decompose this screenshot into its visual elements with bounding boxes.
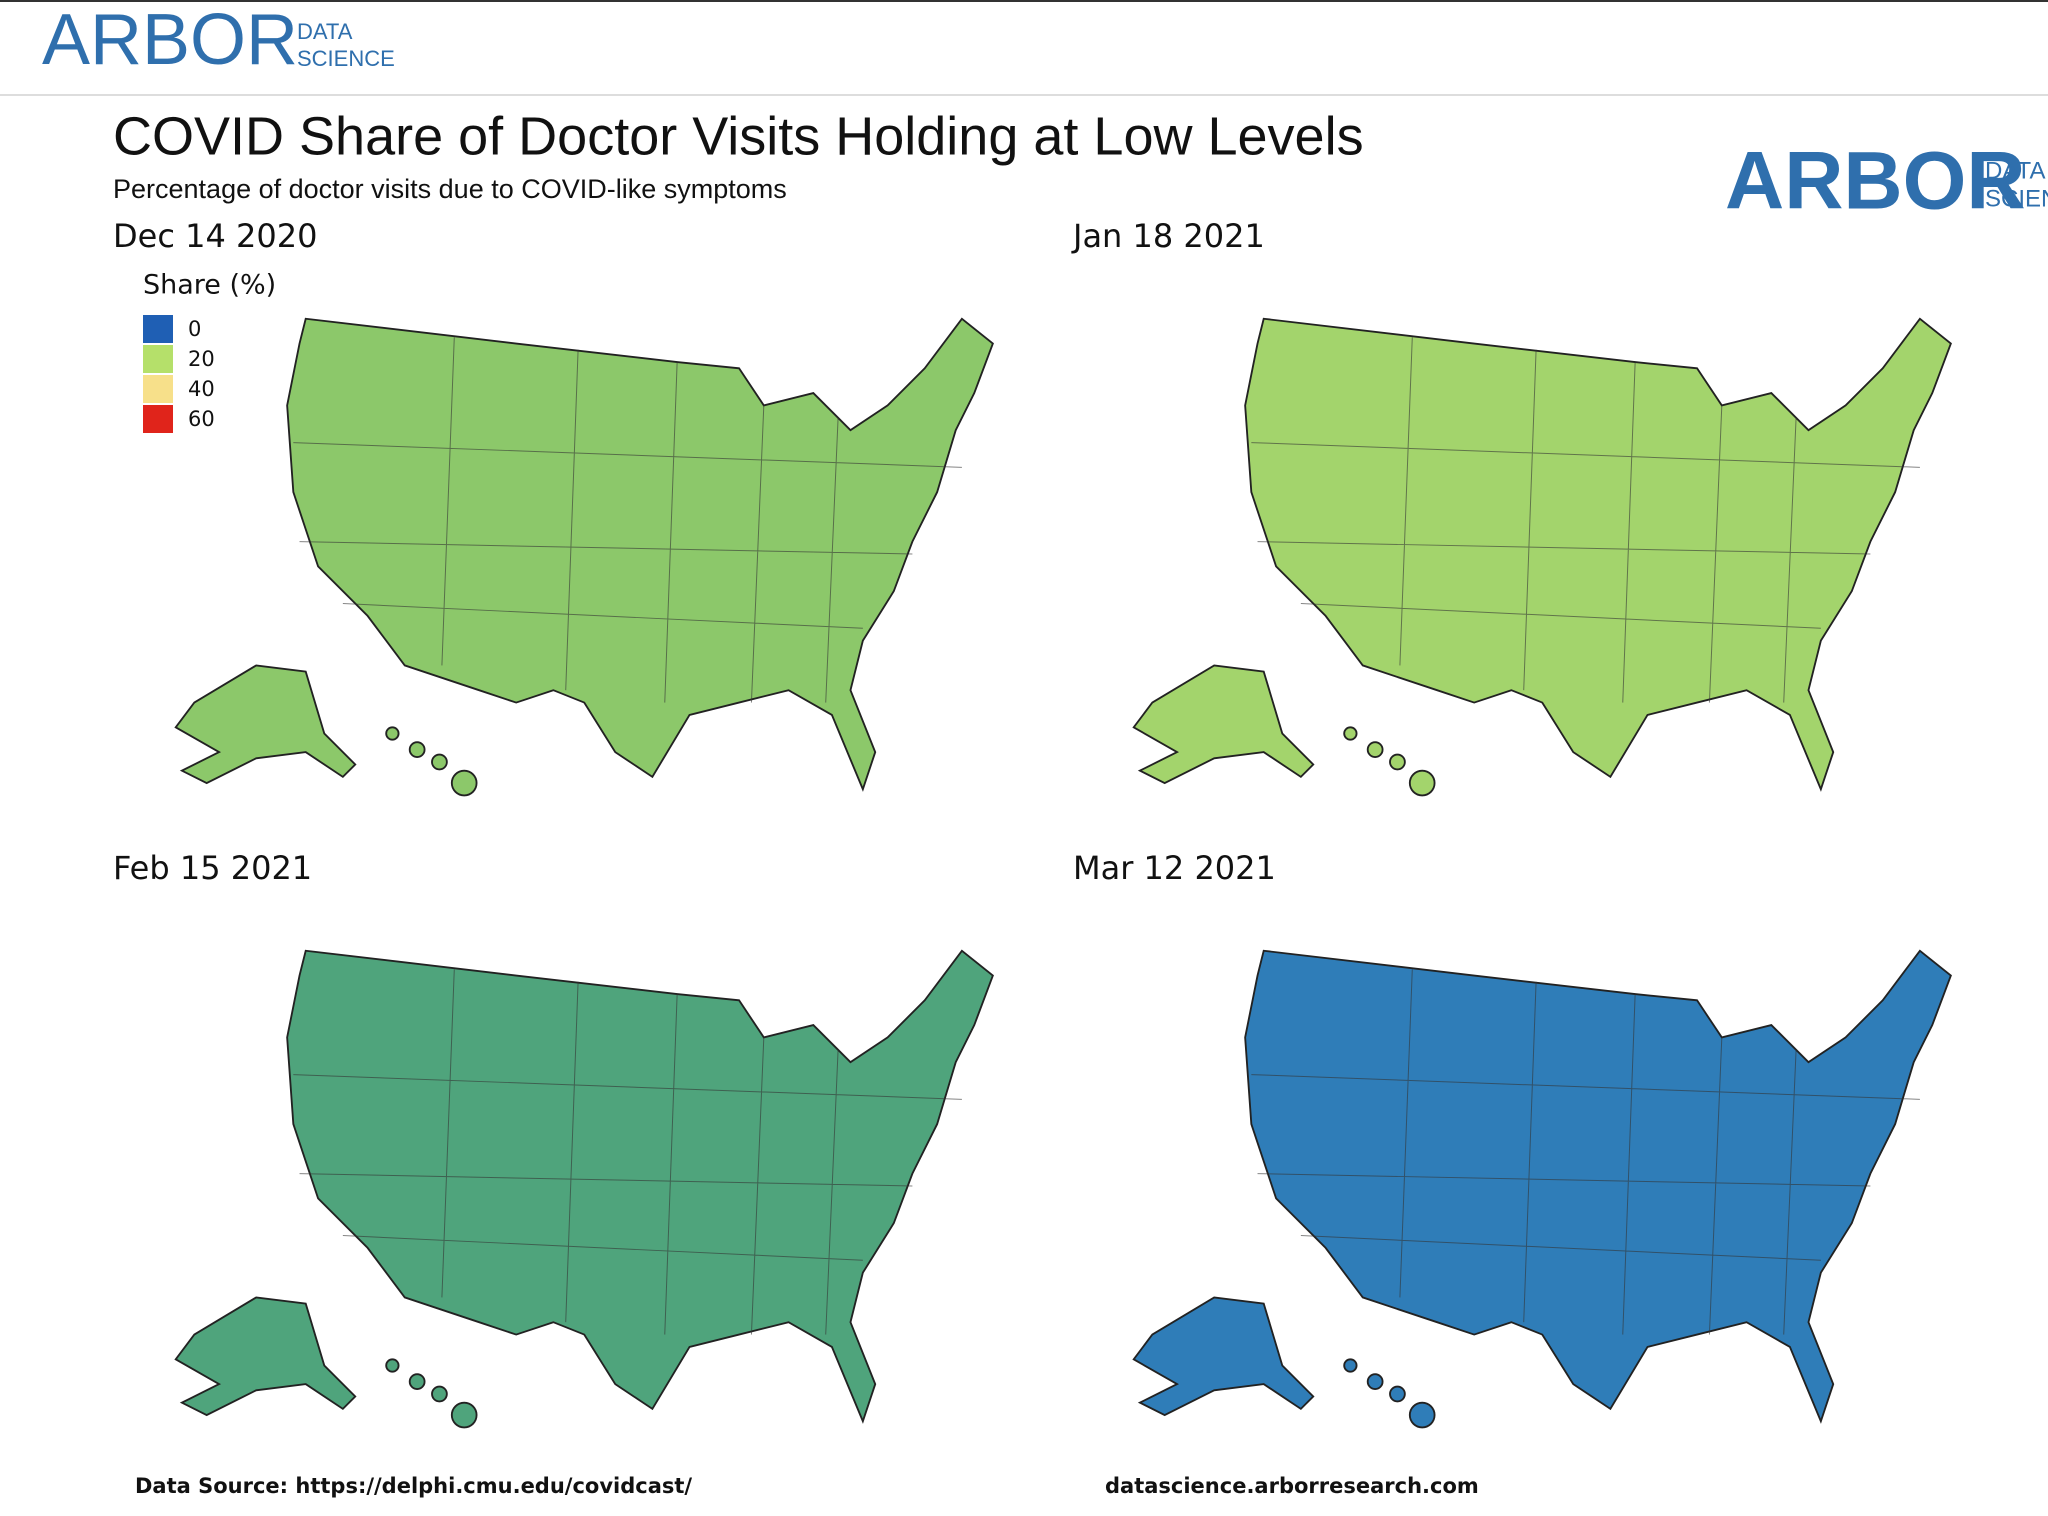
panel-label: Feb 15 2021: [113, 849, 312, 887]
us-map: [174, 317, 994, 797]
panel-label: Mar 12 2021: [1073, 849, 1276, 887]
legend-swatch: [143, 345, 173, 373]
us-map: [174, 949, 994, 1429]
us-map: [1132, 317, 1952, 797]
logo-main: ARBOR: [1725, 136, 2026, 227]
legend-swatch: [143, 375, 173, 403]
legend-swatch: [143, 315, 173, 343]
panel-label: Dec 14 2020: [113, 217, 317, 255]
footer-url: datascience.arborresearch.com: [1105, 1474, 1479, 1498]
legend-tick: 0: [188, 317, 201, 341]
us-map: [1132, 949, 1952, 1429]
logo-sub: DATA: [297, 19, 353, 44]
legend: Share (%) 0 20 40 60: [143, 270, 276, 433]
logo-main: ARBOR: [42, 0, 298, 80]
logo-sub: DATA: [1985, 157, 2045, 184]
maps: [174, 317, 1952, 1429]
logo-sub: SCIENCE: [1985, 185, 2048, 212]
data-source: Data Source: https://delphi.cmu.edu/covi…: [135, 1474, 692, 1498]
legend-title: Share (%): [143, 270, 276, 301]
legend-tick: 20: [188, 347, 215, 371]
legend-tick: 40: [188, 377, 215, 401]
legend-tick: 60: [188, 407, 215, 431]
logo-sub: SCIENCE: [297, 46, 395, 71]
title: COVID Share of Doctor Visits Holding at …: [113, 106, 1364, 166]
panel-label: Jan 18 2021: [1071, 217, 1265, 255]
subtitle: Percentage of doctor visits due to COVID…: [113, 174, 787, 204]
legend-swatch: [143, 405, 173, 433]
